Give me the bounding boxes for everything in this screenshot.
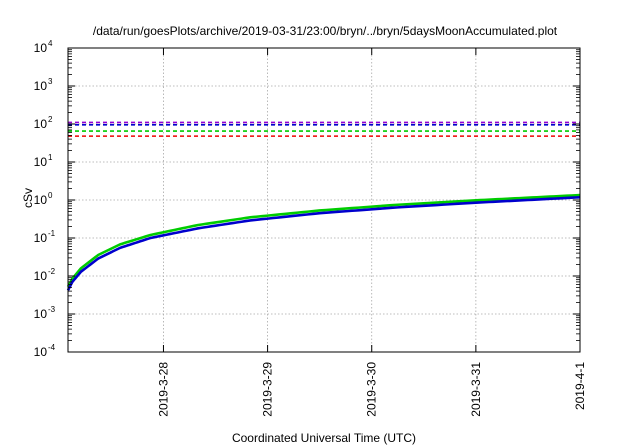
y-tick-label: 10 (34, 269, 48, 283)
reference-lines (68, 121, 580, 137)
x-tick-label: 2019-3-29 (261, 362, 275, 417)
y-tick-exponent: -3 (48, 305, 56, 314)
x-tick-label: 2019-4-1 (573, 362, 587, 410)
y-tick-exponent: 2 (48, 115, 53, 124)
y-tick-exponent: -2 (48, 267, 56, 276)
y-tick-label: 10 (34, 307, 48, 321)
y-tick-exponent: 1 (48, 153, 53, 162)
y-tick-label: 10 (34, 79, 48, 93)
x-tick-label: 2019-3-28 (156, 362, 170, 417)
y-tick-label: 10 (34, 193, 48, 207)
y-tick-exponent: -4 (48, 343, 56, 352)
series-line (66, 195, 581, 291)
ticks (68, 47, 581, 353)
x-tick-label: 2019-3-31 (469, 362, 483, 417)
y-tick-label: 10 (34, 155, 48, 169)
x-tick-labels: 2019-3-28 2019-3-29 2019-3-30 2019-3-31 2019… (156, 362, 587, 417)
y-tick-label: 10 (34, 231, 48, 245)
y-tick-exponent: 4 (48, 39, 53, 48)
y-tick-label: 10 (34, 345, 48, 359)
y-axis-label: cSv (21, 188, 35, 208)
y-tick-exponent: 0 (48, 191, 53, 200)
y-tick-label: 10 (34, 41, 48, 55)
y-tick-exponent: -1 (48, 229, 56, 238)
chart-title: /data/run/goesPlots/archive/2019-03-31/2… (93, 24, 558, 38)
y-tick-exponent: 3 (48, 77, 53, 86)
series-line (66, 193, 581, 288)
x-axis-label: Coordinated Universal Time (UTC) (232, 431, 416, 445)
series-lines (66, 193, 581, 291)
y-tick-label: 10 (34, 117, 48, 131)
grid (68, 48, 580, 352)
x-tick-label: 2019-3-30 (365, 362, 379, 417)
